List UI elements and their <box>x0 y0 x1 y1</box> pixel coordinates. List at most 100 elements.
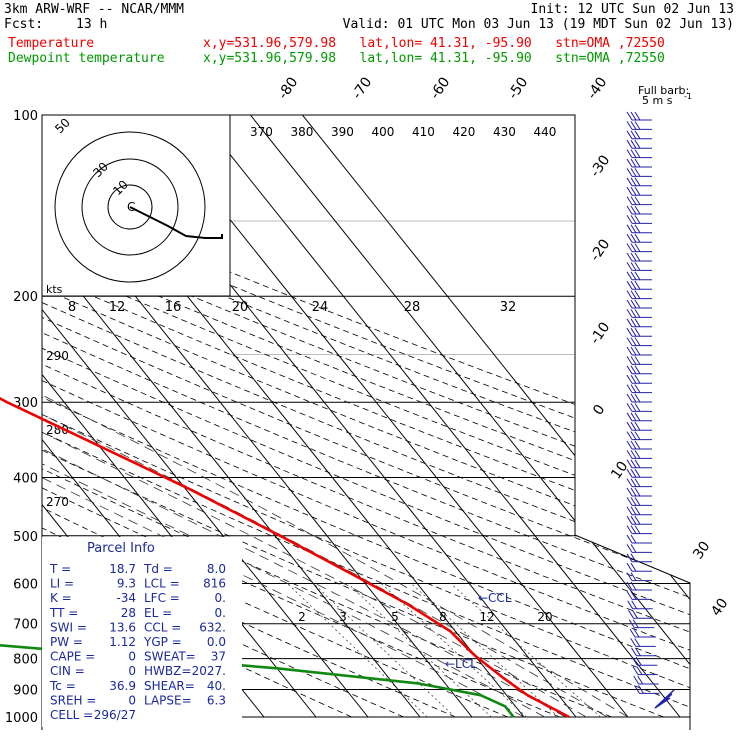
parcel-info-value: 13.6 <box>109 620 136 634</box>
parcel-info-value: 6.3 <box>207 693 226 707</box>
lcl-marker: ←LCL <box>445 657 477 671</box>
wind-barb-flag <box>630 327 637 337</box>
wind-barb-flag <box>633 675 640 685</box>
wind-barb-flag <box>626 233 633 243</box>
hodograph-speed-label: 20 <box>232 300 249 315</box>
isotherm-label: -20 <box>587 236 613 264</box>
pressure-label: 100 <box>13 109 38 124</box>
wind-barb-flag <box>626 412 633 422</box>
wind-barb-flag <box>626 544 633 553</box>
wind-barb-flag <box>634 346 641 356</box>
wind-barb-flag <box>630 581 637 591</box>
wind-barb-flag <box>626 130 633 140</box>
dewpoint-line <box>0 644 515 718</box>
wind-barb-flag <box>634 327 641 337</box>
parcel-info-title: Parcel Info <box>87 541 155 556</box>
wind-barb-flag <box>630 346 637 356</box>
parcel-info-key: T = <box>49 562 71 576</box>
surface-wind-barb <box>654 689 675 709</box>
parcel-info-key: YGP = <box>143 635 182 649</box>
parcel-info-value: 816 <box>203 577 226 591</box>
dry-adiabat-250 <box>42 115 352 718</box>
theta-label: 400 <box>372 125 395 139</box>
wind-barb-flag <box>626 572 633 581</box>
theta-label: 430 <box>493 125 516 139</box>
pressure-label: 600 <box>13 577 38 592</box>
isotherm--90 <box>0 115 4 717</box>
wind-barb-flag <box>630 515 637 525</box>
wind-barb-flag <box>634 139 641 149</box>
isotherm-label: -70 <box>349 74 375 102</box>
parcel-info-key: EL = <box>144 606 172 620</box>
hodograph-speed-label: 12 <box>109 300 126 315</box>
mixing-ratio-label: 12 <box>479 610 494 624</box>
parcel-info-box <box>42 537 242 727</box>
moist-adiabat-30 <box>42 295 629 718</box>
isotherm-40 <box>198 115 681 718</box>
isotherm-label: -60 <box>427 74 453 102</box>
temperature-legend-info: x,y=531.96,579.98 lat,lon= 41.31, -95.90… <box>203 36 665 51</box>
wind-barb-flag <box>630 337 637 346</box>
hodograph-speed-label: 8 <box>68 300 76 315</box>
wind-barb-flag <box>626 487 633 497</box>
wind-barb-flag <box>630 384 637 393</box>
wind-barb-flag <box>634 299 641 309</box>
wind-barb-flag <box>634 158 641 168</box>
wind-barb-flag <box>634 252 641 262</box>
wind-barb-flag <box>626 252 633 262</box>
wind-barb-flag <box>634 243 641 252</box>
left-theta-label: 290 <box>46 349 69 363</box>
wind-barb-flag <box>634 468 641 478</box>
wind-barb-flag <box>630 572 637 581</box>
wind-barb-flag <box>626 271 633 281</box>
isotherm--20 <box>42 115 369 718</box>
wind-barb-flag <box>630 139 637 149</box>
wind-barb-flag <box>626 515 633 525</box>
wind-barb-flag <box>626 497 633 506</box>
wind-barb-flag <box>626 149 633 158</box>
wind-barb-flag <box>630 431 637 440</box>
mixing-ratio-3 <box>313 583 456 718</box>
isotherm-label: 40 <box>708 596 731 620</box>
parcel-info-value: 36.9 <box>109 679 136 693</box>
wind-barb-flag <box>634 525 641 534</box>
init-time: Init: 12 UTC Sun 02 Jun 13 <box>530 2 735 17</box>
wind-barb-flag <box>626 309 633 318</box>
wind-barb-flag <box>630 243 637 252</box>
wind-barb-flag <box>634 497 641 506</box>
wind-barb-flag <box>630 309 637 318</box>
mixing-ratio-5 <box>347 583 492 718</box>
parcel-info-key: SREH = <box>50 693 96 707</box>
wind-barb-flag <box>630 468 637 478</box>
dry-adiabat-370 <box>42 115 690 718</box>
wind-barb-flag <box>626 337 633 346</box>
wind-barb-flag <box>630 262 637 271</box>
wind-barb-flag <box>626 403 633 412</box>
mixing-ratio-label: 20 <box>537 610 552 624</box>
parcel-info-key: CAPE = <box>50 650 95 664</box>
theta-label: 440 <box>534 125 557 139</box>
moist-adiabat-14 <box>42 295 545 718</box>
wind-barb-flag <box>630 252 637 262</box>
mixing-ratio-20 <box>450 583 601 718</box>
pressure-label: 1000 <box>5 711 38 726</box>
wind-barb-flag <box>636 666 643 675</box>
parcel-info-key: LCL = <box>144 577 180 591</box>
wind-barb-flag <box>630 121 637 130</box>
wind-barb-flag <box>638 685 644 694</box>
wind-barb-flag <box>634 515 641 525</box>
wind-barb-flag <box>626 168 633 177</box>
wind-barb-flag <box>630 412 637 422</box>
wind-barb-flag <box>626 478 633 487</box>
wind-barb-flag <box>630 403 637 412</box>
wind-barb-flag <box>630 478 637 487</box>
wind-barb-flag <box>628 619 635 628</box>
parcel-info-key: Td = <box>143 562 173 576</box>
mixing-ratio-label: 8 <box>439 610 447 624</box>
wind-barb-flag <box>635 656 642 666</box>
wind-barb-flag <box>634 196 641 205</box>
wind-barb-flag <box>630 638 637 647</box>
wind-barb-flag <box>626 356 633 365</box>
wind-barb-flag <box>630 365 637 375</box>
parcel-info-value: 0. <box>215 591 226 605</box>
